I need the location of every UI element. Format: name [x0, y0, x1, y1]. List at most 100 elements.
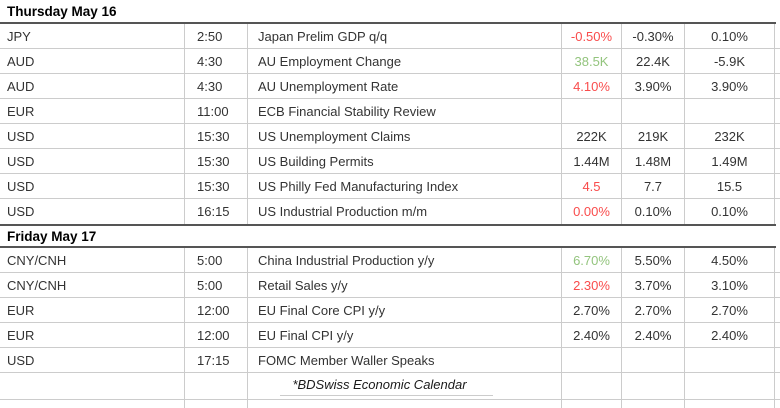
- currency-cell: EUR: [0, 298, 185, 322]
- forecast-cell: 3.70%: [622, 273, 685, 297]
- time-cell: 5:00: [185, 248, 248, 272]
- currency-cell: USD: [0, 149, 185, 173]
- table-row: USD 15:30 US Building Permits 1.44M 1.48…: [0, 149, 780, 174]
- event-cell: *BDSwiss Economic Calendar: [248, 373, 562, 399]
- event-cell: Retail Sales y/y: [248, 273, 562, 297]
- time-cell: 2:50: [185, 24, 248, 48]
- actual-cell: [562, 99, 622, 123]
- previous-cell: [685, 348, 775, 372]
- partial-row: [0, 400, 780, 408]
- currency-cell: JPY: [0, 24, 185, 48]
- currency-cell: USD: [0, 124, 185, 148]
- time-cell: 11:00: [185, 99, 248, 123]
- currency-cell: USD: [0, 174, 185, 198]
- time-cell: 12:00: [185, 323, 248, 347]
- table-row: CNY/CNH 5:00 Retail Sales y/y 2.30% 3.70…: [0, 273, 780, 298]
- table-row: AUD 4:30 AU Employment Change 38.5K 22.4…: [0, 49, 780, 74]
- currency-cell: USD: [0, 199, 185, 224]
- time-cell: 15:30: [185, 124, 248, 148]
- actual-cell: 2.30%: [562, 273, 622, 297]
- actual-cell: 1.44M: [562, 149, 622, 173]
- actual-cell: [562, 373, 622, 399]
- previous-cell: [685, 99, 775, 123]
- forecast-cell: 2.70%: [622, 298, 685, 322]
- currency-cell: AUD: [0, 74, 185, 98]
- forecast-cell: -0.30%: [622, 24, 685, 48]
- event-cell: ECB Financial Stability Review: [248, 99, 562, 123]
- time-cell: [185, 373, 248, 399]
- section-header: Thursday May 16: [0, 0, 776, 24]
- forecast-cell: 22.4K: [622, 49, 685, 73]
- actual-cell: 2.70%: [562, 298, 622, 322]
- actual-cell: 2.40%: [562, 323, 622, 347]
- previous-cell: [685, 400, 775, 408]
- sections-mount: Thursday May 16 JPY 2:50 Japan Prelim GD…: [0, 0, 780, 373]
- previous-cell: 15.5: [685, 174, 775, 198]
- time-cell: 5:00: [185, 273, 248, 297]
- previous-cell: -5.9K: [685, 49, 775, 73]
- section-header: Friday May 17: [0, 224, 776, 248]
- event-cell: US Unemployment Claims: [248, 124, 562, 148]
- table-row: EUR 12:00 EU Final Core CPI y/y 2.70% 2.…: [0, 298, 780, 323]
- previous-cell: 2.70%: [685, 298, 775, 322]
- forecast-cell: 5.50%: [622, 248, 685, 272]
- currency-cell: CNY/CNH: [0, 273, 185, 297]
- forecast-cell: [622, 373, 685, 399]
- previous-cell: 4.50%: [685, 248, 775, 272]
- time-cell: 17:15: [185, 348, 248, 372]
- previous-cell: 0.10%: [685, 24, 775, 48]
- actual-cell: 222K: [562, 124, 622, 148]
- previous-cell: 0.10%: [685, 199, 775, 224]
- event-cell: FOMC Member Waller Speaks: [248, 348, 562, 372]
- time-cell: 12:00: [185, 298, 248, 322]
- currency-cell: CNY/CNH: [0, 248, 185, 272]
- previous-cell: 232K: [685, 124, 775, 148]
- forecast-cell: 7.7: [622, 174, 685, 198]
- time-cell: [185, 400, 248, 408]
- actual-cell: 0.00%: [562, 199, 622, 224]
- previous-cell: 3.10%: [685, 273, 775, 297]
- event-cell: [248, 400, 562, 408]
- actual-cell: [562, 400, 622, 408]
- actual-cell: [562, 348, 622, 372]
- event-cell: China Industrial Production y/y: [248, 248, 562, 272]
- event-cell: AU Unemployment Rate: [248, 74, 562, 98]
- forecast-cell: 219K: [622, 124, 685, 148]
- time-cell: 16:15: [185, 199, 248, 224]
- currency-cell: AUD: [0, 49, 185, 73]
- currency-cell: EUR: [0, 99, 185, 123]
- forecast-cell: 1.48M: [622, 149, 685, 173]
- currency-cell: EUR: [0, 323, 185, 347]
- actual-cell: 4.10%: [562, 74, 622, 98]
- table-row: USD 17:15 FOMC Member Waller Speaks: [0, 348, 780, 373]
- forecast-cell: [622, 400, 685, 408]
- table-row: EUR 11:00 ECB Financial Stability Review: [0, 99, 780, 124]
- event-cell: EU Final CPI y/y: [248, 323, 562, 347]
- currency-cell: USD: [0, 348, 185, 372]
- previous-cell: 2.40%: [685, 323, 775, 347]
- previous-cell: [685, 373, 775, 399]
- event-cell: AU Employment Change: [248, 49, 562, 73]
- forecast-cell: [622, 348, 685, 372]
- time-cell: 15:30: [185, 149, 248, 173]
- time-cell: 4:30: [185, 49, 248, 73]
- footer-note: *BDSwiss Economic Calendar: [280, 377, 493, 396]
- previous-cell: 1.49M: [685, 149, 775, 173]
- forecast-cell: [622, 99, 685, 123]
- event-cell: Japan Prelim GDP q/q: [248, 24, 562, 48]
- table-row: USD 16:15 US Industrial Production m/m 0…: [0, 199, 780, 224]
- event-cell: US Industrial Production m/m: [248, 199, 562, 224]
- table-row: JPY 2:50 Japan Prelim GDP q/q -0.50% -0.…: [0, 24, 780, 49]
- actual-cell: 6.70%: [562, 248, 622, 272]
- forecast-cell: 0.10%: [622, 199, 685, 224]
- actual-cell: -0.50%: [562, 24, 622, 48]
- event-cell: EU Final Core CPI y/y: [248, 298, 562, 322]
- currency-cell: [0, 400, 185, 408]
- currency-cell: [0, 373, 185, 399]
- footer-row: *BDSwiss Economic Calendar: [0, 373, 780, 400]
- previous-cell: 3.90%: [685, 74, 775, 98]
- actual-cell: 38.5K: [562, 49, 622, 73]
- table-row: USD 15:30 US Unemployment Claims 222K 21…: [0, 124, 780, 149]
- time-cell: 4:30: [185, 74, 248, 98]
